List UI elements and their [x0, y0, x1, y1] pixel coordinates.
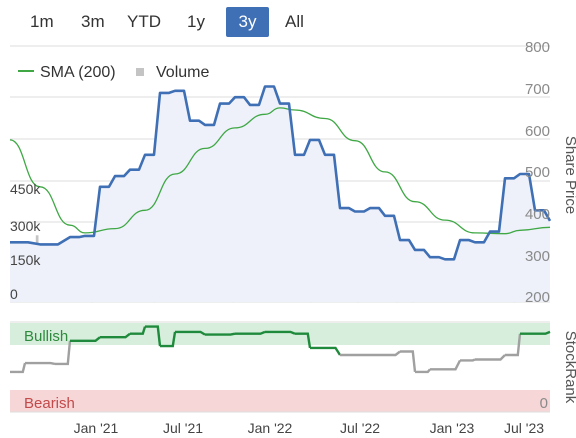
price-series-line	[10, 85, 552, 261]
range-selector: 1m 3m YTD 1y 3y All	[0, 0, 576, 44]
volume-tick-label: 450k	[10, 181, 41, 197]
price-axis: 800 700 600 500 400 300 200 Share Price	[525, 39, 576, 306]
stockrank-segment	[70, 336, 101, 342]
stockrank-segment	[145, 325, 162, 347]
x-tick-label: Jan '22	[248, 420, 293, 436]
price-axis-title: Share Price	[562, 136, 576, 214]
stockrank-segment	[10, 362, 27, 374]
range-3y-button[interactable]: 3y	[226, 7, 269, 37]
stockrank-axis-title: StockRank	[562, 331, 576, 404]
volume-tick-label: 0	[10, 286, 18, 302]
stockrank-series	[10, 325, 551, 374]
stockrank-min-tick: 0	[540, 395, 548, 412]
stockrank-segment	[265, 330, 296, 335]
price-tick-label: 600	[525, 123, 550, 140]
x-tick-label: Jul '23	[504, 420, 544, 436]
legend-volume-label[interactable]: Volume	[156, 64, 209, 81]
range-ytd-button[interactable]: YTD	[121, 7, 167, 37]
stockrank-segment	[475, 354, 506, 361]
range-1y-button[interactable]: 1y	[181, 7, 211, 37]
range-all-button[interactable]: All	[279, 7, 310, 37]
stockrank-segment	[460, 358, 476, 362]
stockrank-segment	[55, 340, 72, 366]
legend-volume-swatch[interactable]	[136, 68, 144, 76]
bearish-zone	[10, 390, 550, 412]
stockrank-segment	[160, 331, 177, 348]
price-tick-label: 700	[525, 81, 550, 98]
volume-tick-label: 300k	[10, 218, 41, 234]
stockrank-segment	[25, 361, 56, 366]
stockrank-segment	[205, 332, 236, 336]
chart-legend: SMA (200) Volume	[18, 64, 209, 81]
stockrank-segment	[370, 350, 401, 357]
stockrank-segment	[430, 359, 462, 371]
stockrank-segment	[175, 330, 206, 336]
volume-tick-label: 150k	[10, 252, 41, 268]
price-area-fill	[10, 86, 550, 302]
x-tick-label: Jul '21	[163, 420, 203, 436]
x-tick-label: Jan '21	[74, 420, 119, 436]
x-tick-label: Jul '22	[340, 420, 380, 436]
price-tick-label: 800	[525, 39, 550, 56]
price-tick-label: 400	[525, 206, 550, 223]
sma-series-line	[9, 107, 551, 235]
stockrank-panel: Bullish Bearish 0 StockRank	[10, 321, 576, 413]
legend-sma-label[interactable]: SMA (200)	[40, 64, 116, 81]
range-1m-button[interactable]: 1m	[24, 7, 60, 37]
price-tick-label: 500	[525, 164, 550, 181]
stockrank-segment	[235, 330, 266, 335]
x-axis: Jan '21 Jul '21 Jan '22 Jul '22 Jan '23 …	[74, 420, 545, 436]
stockrank-segment	[130, 326, 147, 335]
stockrank-segment	[295, 332, 312, 349]
price-tick-label: 200	[525, 289, 550, 306]
range-3m-button[interactable]: 3m	[75, 7, 111, 37]
bearish-label: Bearish	[24, 395, 75, 412]
bullish-label: Bullish	[24, 328, 68, 345]
stockrank-segment	[505, 333, 522, 357]
price-tick-label: 300	[525, 248, 550, 265]
stockrank-segment	[400, 350, 417, 373]
stockrank-segment	[520, 330, 551, 335]
volume-axis: 450k 300k 150k 0	[10, 181, 41, 302]
stockrank-segment	[100, 332, 131, 339]
x-tick-label: Jan '23	[430, 420, 475, 436]
stockrank-segment	[310, 346, 342, 356]
stockrank-segment	[415, 368, 431, 374]
